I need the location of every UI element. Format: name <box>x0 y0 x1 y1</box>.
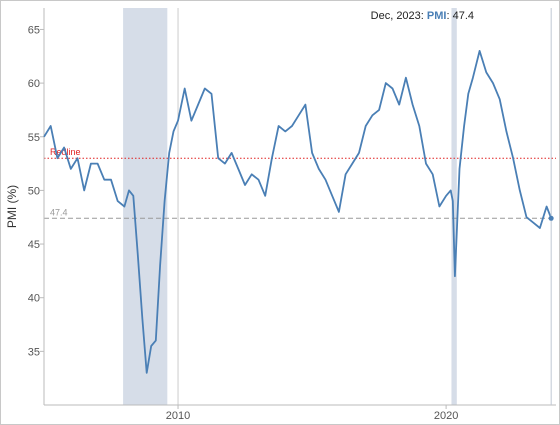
y-tick-label-60: 60 <box>28 78 40 90</box>
x-tick-label-2020: 2020 <box>434 410 458 422</box>
series-line-0 <box>43 50 553 374</box>
y-tick-label-35: 35 <box>28 346 40 358</box>
hover-tooltip: Dec, 2023: PMI: 47.4 <box>371 8 554 405</box>
y-tick-label-65: 65 <box>28 24 40 36</box>
x-tick-label-2010: 2010 <box>166 410 190 422</box>
tooltip-text: Dec, 2023: PMI: 47.4 <box>371 10 474 22</box>
shaded-period-0 <box>123 8 168 405</box>
series-group <box>43 50 553 374</box>
y-tick-label-40: 40 <box>28 293 40 305</box>
reference-label-1: 47.4 <box>50 207 68 217</box>
y-tick-label-45: 45 <box>28 239 40 251</box>
shaded-periods <box>123 8 457 405</box>
x-axis-ticks: 2010 2020 <box>166 405 458 422</box>
shaded-period-1 <box>451 8 457 405</box>
y-tick-label-55: 55 <box>28 132 40 144</box>
y-tick-label-50: 50 <box>28 185 40 197</box>
y-axis-title: PMI (%) <box>5 185 19 228</box>
tooltip-point <box>548 215 554 221</box>
y-axis-ticks: 35 40 45 50 55 60 65 <box>28 24 44 358</box>
